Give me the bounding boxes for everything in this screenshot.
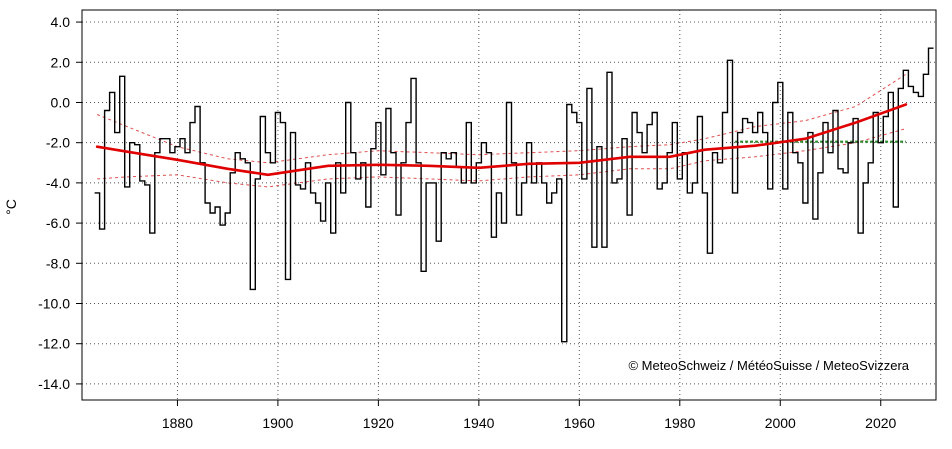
y-tick-label: -14.0 <box>38 376 70 392</box>
y-tick-label: -10.0 <box>38 296 70 312</box>
plot-frame <box>81 9 937 401</box>
band-lower-line <box>97 128 907 188</box>
y-axis-label: °C <box>3 199 19 215</box>
annual-values-series <box>94 47 934 343</box>
y-tick-label: -2.0 <box>46 135 70 151</box>
x-tick-label: 1880 <box>162 415 193 431</box>
x-tick-label: 1940 <box>463 415 494 431</box>
y-tick-label: -4.0 <box>46 175 70 191</box>
y-tick-label: -6.0 <box>46 215 70 231</box>
y-tick-label: 2.0 <box>51 54 71 70</box>
x-axis: 1880 1900 1920 1940 1960 1980 2000 2020 <box>162 400 897 431</box>
band-upper-line <box>96 73 907 164</box>
annual-values-line <box>94 47 934 343</box>
smoothed-trend-line <box>95 103 908 177</box>
grid-lines <box>82 10 936 400</box>
plot-border <box>81 9 937 401</box>
x-tick-label: 1900 <box>262 415 293 431</box>
x-tick-label: 1920 <box>363 415 394 431</box>
confidence-band <box>96 73 907 188</box>
x-tick-label: 1960 <box>564 415 595 431</box>
y-tick-label: 4.0 <box>51 14 71 30</box>
x-tick-label: 2020 <box>865 415 896 431</box>
y-tick-label: -12.0 <box>38 336 70 352</box>
x-tick-label: 1980 <box>664 415 695 431</box>
smoothed-trend-series <box>95 103 908 177</box>
x-tick-label: 2000 <box>765 415 796 431</box>
y-axis: 4.0 2.0 0.0 -2.0 -4.0 -6.0 -8.0 -10.0 -12.0 -14.0 <box>38 14 82 392</box>
copyright-notice: © MeteoSchweiz / MétéoSuisse / MeteoSviz… <box>628 358 909 373</box>
y-tick-label: -8.0 <box>46 255 70 271</box>
y-tick-label: 0.0 <box>51 94 71 110</box>
